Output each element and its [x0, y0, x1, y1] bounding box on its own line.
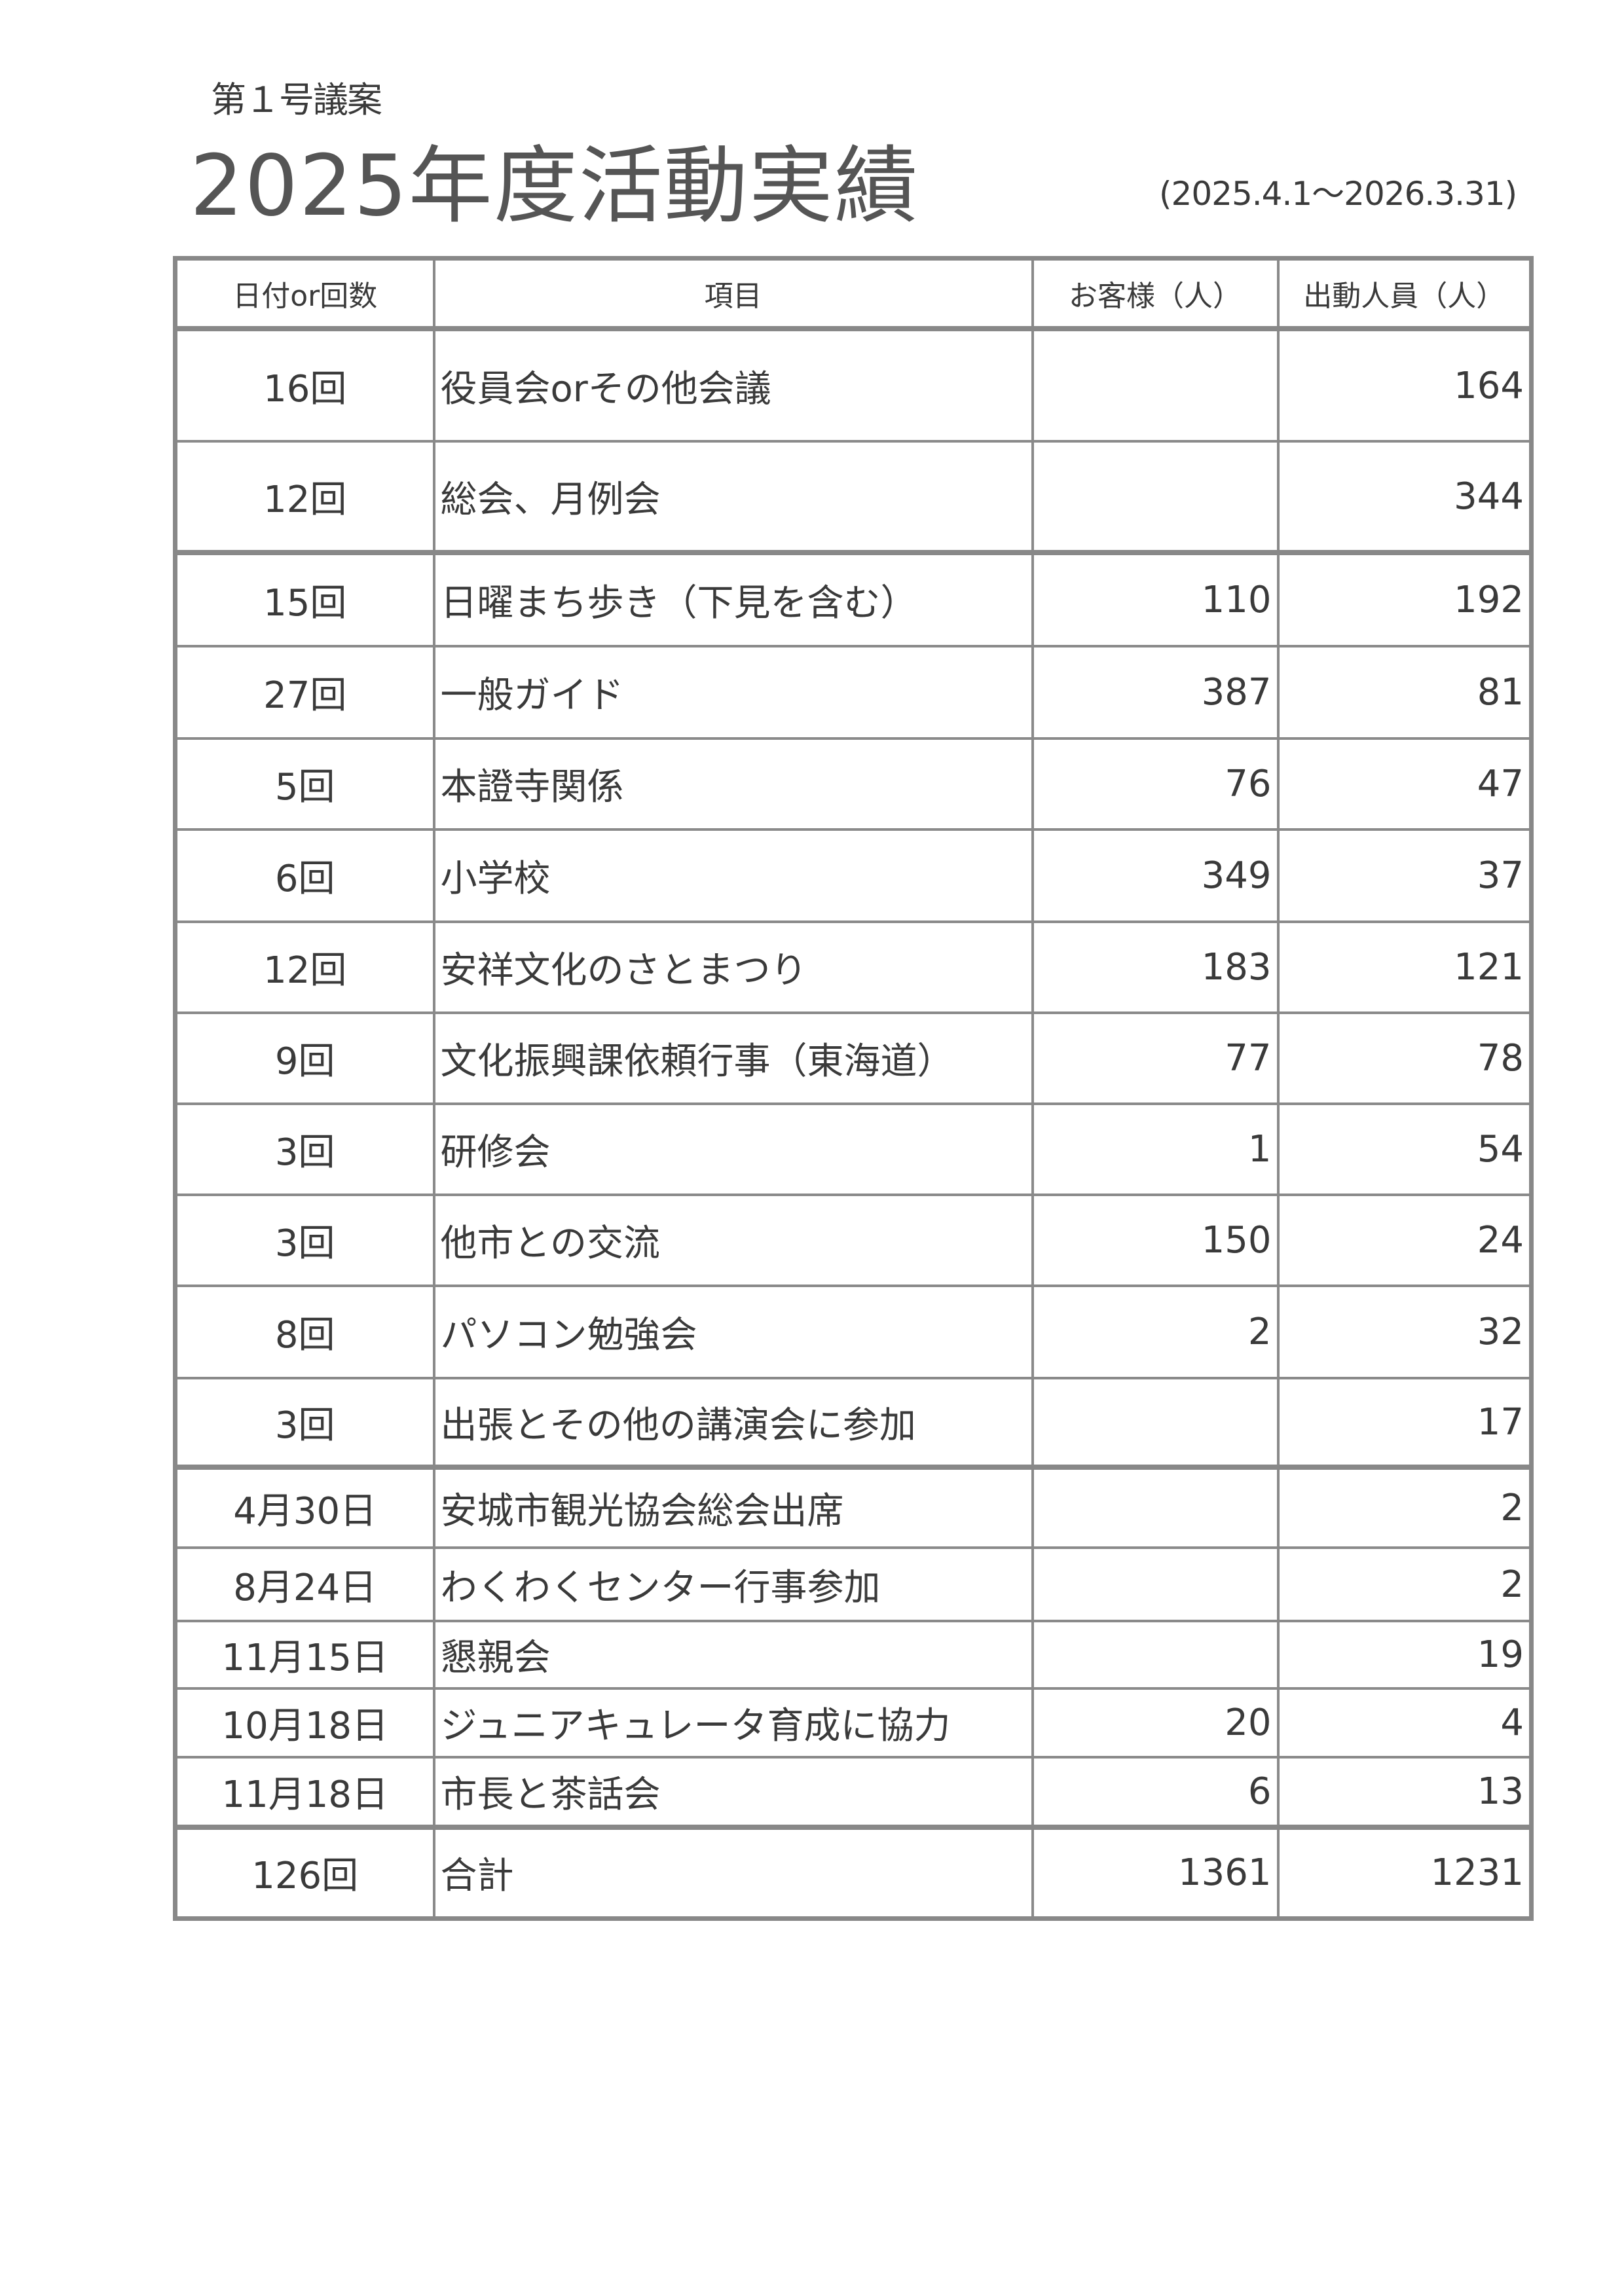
column-header-guests: お客様（人） [1031, 257, 1280, 330]
cell-staff: 17 [1276, 1377, 1533, 1468]
cell-guests: 387 [1031, 645, 1280, 740]
cell-guests: 1 [1031, 1102, 1280, 1196]
table-row: 6回 小学校 349 37 [174, 828, 1533, 923]
cell-staff: 13 [1276, 1756, 1533, 1829]
table-row: 27回 一般ガイド 387 81 [174, 645, 1533, 740]
cell-staff: 192 [1276, 550, 1533, 647]
column-header-date-count: 日付or回数 [174, 257, 435, 330]
cell-guests: 6 [1031, 1756, 1280, 1829]
cell-staff: 32 [1276, 1285, 1533, 1379]
table-header-row: 日付or回数 項目 お客様（人） 出動人員（人） [174, 257, 1533, 330]
cell-date-count: 6回 [174, 828, 435, 923]
cell-date-count: 3回 [174, 1377, 435, 1468]
table-row: 12回 安祥文化のさとまつり 183 121 [174, 920, 1533, 1014]
table-row: 9回 文化振興課依頼行事（東海道） 77 78 [174, 1011, 1533, 1105]
cell-staff: 164 [1276, 326, 1533, 443]
cell-guests [1031, 1546, 1280, 1622]
cell-staff: 19 [1276, 1620, 1533, 1690]
cell-item: 市長と茶話会 [432, 1756, 1034, 1829]
table-row: 3回 研修会 1 54 [174, 1102, 1533, 1196]
cell-date-count: 3回 [174, 1102, 435, 1196]
table-row: 5回 本證寺関係 76 47 [174, 737, 1533, 831]
cell-guests [1031, 1377, 1280, 1468]
cell-item: 安城市観光協会総会出席 [432, 1465, 1034, 1549]
cell-guests [1031, 1620, 1280, 1690]
cell-guests [1031, 326, 1280, 443]
cell-date-count: 8月24日 [174, 1546, 435, 1622]
cell-item: 総会、月例会 [432, 440, 1034, 554]
cell-item: パソコン勉強会 [432, 1285, 1034, 1379]
cell-date-count: 5回 [174, 737, 435, 831]
cell-item: 小学校 [432, 828, 1034, 923]
cell-staff: 81 [1276, 645, 1533, 740]
cell-date-count: 15回 [174, 550, 435, 647]
cell-item: 出張とその他の講演会に参加 [432, 1377, 1034, 1468]
cell-staff: 47 [1276, 737, 1533, 831]
cell-item: 役員会orその他会議 [432, 326, 1034, 443]
cell-item: 文化振興課依頼行事（東海道） [432, 1011, 1034, 1105]
cell-guests [1031, 440, 1280, 554]
cell-date-count: 8回 [174, 1285, 435, 1379]
cell-guests: 183 [1031, 920, 1280, 1014]
cell-date-count: 4月30日 [174, 1465, 435, 1549]
table-row: 4月30日 安城市観光協会総会出席 2 [174, 1465, 1533, 1549]
cell-date-count: 27回 [174, 645, 435, 740]
cell-staff: 1231 [1276, 1825, 1533, 1920]
page-title: 2025年度活動実績 [190, 137, 919, 235]
table-row: 11月18日 市長と茶話会 6 13 [174, 1756, 1533, 1829]
column-header-staff: 出動人員（人） [1276, 257, 1533, 330]
cell-item: 本證寺関係 [432, 737, 1034, 831]
activity-table: 日付or回数 項目 お客様（人） 出動人員（人） 16回 役員会orその他会議 16… [173, 256, 1534, 1921]
cell-date-count: 12回 [174, 920, 435, 1014]
cell-guests: 349 [1031, 828, 1280, 923]
table-row: 15回 日曜まち歩き（下見を含む） 110 192 [174, 550, 1533, 647]
cell-date-count: 10月18日 [174, 1687, 435, 1758]
cell-guests: 150 [1031, 1194, 1280, 1287]
table-row: 3回 出張とその他の講演会に参加 17 [174, 1377, 1533, 1468]
cell-guests: 1361 [1031, 1825, 1280, 1920]
table-row: 8月24日 わくわくセンター行事参加 2 [174, 1546, 1533, 1622]
cell-item: ジュニアキュレータ育成に協力 [432, 1687, 1034, 1758]
cell-date-count: 11月15日 [174, 1620, 435, 1690]
cell-staff: 78 [1276, 1011, 1533, 1105]
cell-item: 一般ガイド [432, 645, 1034, 740]
cell-date-count: 12回 [174, 440, 435, 554]
cell-date-count: 3回 [174, 1194, 435, 1287]
cell-item: 安祥文化のさとまつり [432, 920, 1034, 1014]
cell-item: 日曜まち歩き（下見を含む） [432, 550, 1034, 647]
cell-item: 合計 [432, 1825, 1034, 1920]
table-row: 10月18日 ジュニアキュレータ育成に協力 20 4 [174, 1687, 1533, 1758]
cell-staff: 24 [1276, 1194, 1533, 1287]
cell-date-count: 9回 [174, 1011, 435, 1105]
cell-date-count: 16回 [174, 326, 435, 443]
cell-guests: 76 [1031, 737, 1280, 831]
cell-guests: 2 [1031, 1285, 1280, 1379]
cell-guests [1031, 1465, 1280, 1549]
agenda-number: 第１号議案 [211, 79, 382, 120]
cell-item: わくわくセンター行事参加 [432, 1546, 1034, 1622]
cell-item: 懇親会 [432, 1620, 1034, 1690]
cell-date-count: 11月18日 [174, 1756, 435, 1829]
cell-date-count: 126回 [174, 1825, 435, 1920]
cell-item: 研修会 [432, 1102, 1034, 1196]
cell-item: 他市との交流 [432, 1194, 1034, 1287]
table-row: 8回 パソコン勉強会 2 32 [174, 1285, 1533, 1379]
table-row: 11月15日 懇親会 19 [174, 1620, 1533, 1690]
table-row: 12回 総会、月例会 344 [174, 440, 1533, 554]
cell-staff: 2 [1276, 1546, 1533, 1622]
cell-staff: 121 [1276, 920, 1533, 1014]
period-range: (2025.4.1～2026.3.31) [1159, 175, 1517, 213]
column-header-item: 項目 [432, 257, 1034, 330]
table-row: 3回 他市との交流 150 24 [174, 1194, 1533, 1287]
cell-staff: 54 [1276, 1102, 1533, 1196]
total-row: 126回 合計 1361 1231 [174, 1825, 1533, 1920]
cell-guests: 110 [1031, 550, 1280, 647]
cell-staff: 344 [1276, 440, 1533, 554]
cell-guests: 77 [1031, 1011, 1280, 1105]
cell-guests: 20 [1031, 1687, 1280, 1758]
cell-staff: 4 [1276, 1687, 1533, 1758]
cell-staff: 37 [1276, 828, 1533, 923]
table-row: 16回 役員会orその他会議 164 [174, 326, 1533, 443]
cell-staff: 2 [1276, 1465, 1533, 1549]
